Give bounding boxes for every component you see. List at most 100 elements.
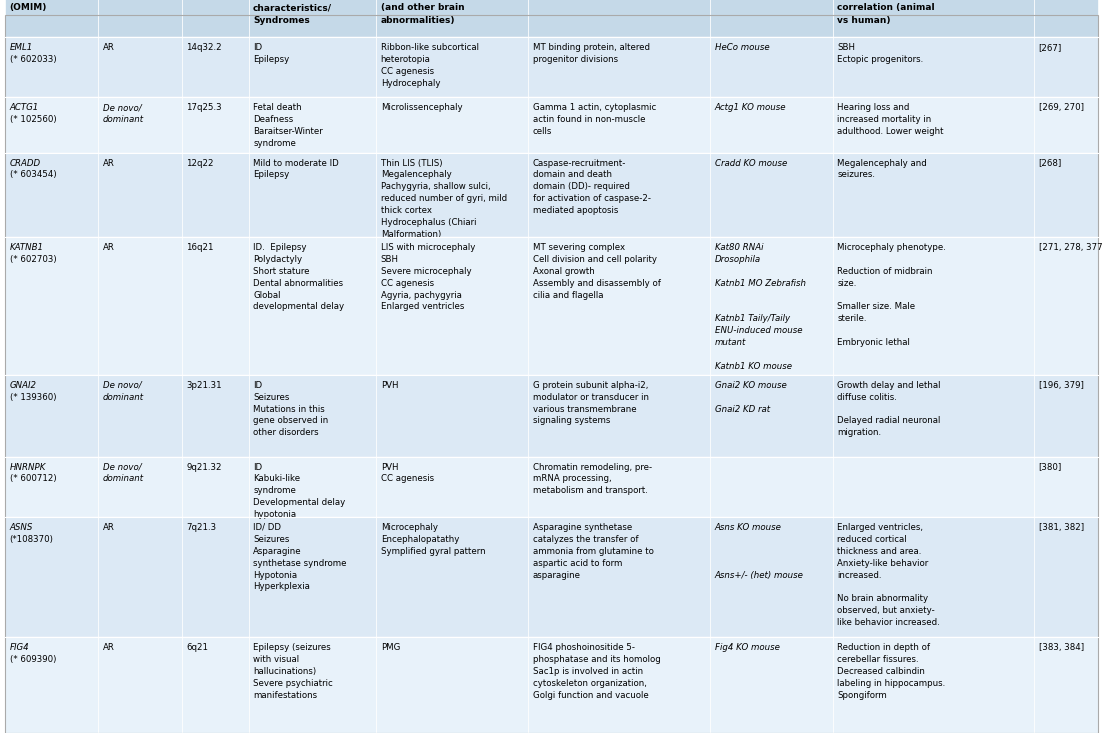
Bar [98,37,182,97]
Bar [182,37,248,97]
Text: Deafness: Deafness [253,115,293,125]
Bar [376,37,528,97]
Text: Kabuki-like: Kabuki-like [253,474,300,484]
Text: (OMIM): (OMIM) [10,4,46,12]
Text: KATNB1: KATNB1 [10,243,43,252]
Text: Epilepsy: Epilepsy [253,171,289,180]
Text: HNRNPK: HNRNPK [10,463,46,471]
Text: Asparagine synthetase: Asparagine synthetase [533,523,632,532]
Text: No brain abnormality: No brain abnormality [837,594,929,603]
Text: AR: AR [103,643,115,652]
Bar [98,97,182,152]
Text: CC agenesis: CC agenesis [381,67,433,75]
Bar [833,152,1035,237]
Text: [268]: [268] [1039,158,1062,168]
Text: Growth delay and lethal: Growth delay and lethal [837,380,941,390]
Text: Gnai2 KD rat: Gnai2 KD rat [715,405,770,413]
Bar [6,637,98,733]
Text: synthetase syndrome: synthetase syndrome [253,559,346,567]
Text: (* 602703): (* 602703) [10,255,56,264]
Text: 6q21: 6q21 [186,643,208,652]
Text: Smaller size. Male: Smaller size. Male [837,303,915,312]
Text: Reduction of midbrain: Reduction of midbrain [837,267,933,276]
Bar [6,237,1097,375]
Text: ID.  Epilepsy: ID. Epilepsy [253,243,307,252]
Text: Decreased calbindin: Decreased calbindin [837,667,925,676]
Text: [196, 379]: [196, 379] [1039,380,1083,390]
Text: various transmembrane: various transmembrane [533,405,636,413]
Bar [376,457,528,517]
Text: correlation (animal: correlation (animal [837,4,935,12]
Text: AR: AR [103,43,115,52]
Text: cytoskeleton organization,: cytoskeleton organization, [533,679,646,688]
Text: 3p21.31: 3p21.31 [186,380,222,390]
Bar [182,517,248,637]
Bar [6,152,1097,237]
Text: FIG4 phoshoinositide 5-: FIG4 phoshoinositide 5- [533,643,635,652]
Bar [98,375,182,457]
Text: 12q22: 12q22 [186,158,214,168]
Text: PVH: PVH [381,463,398,471]
Bar [833,0,1035,37]
Text: Microcephaly phenotype.: Microcephaly phenotype. [837,243,946,252]
Bar [6,457,1097,517]
Text: CC agenesis: CC agenesis [381,474,433,484]
Text: CC agenesis: CC agenesis [381,279,433,287]
Text: De novo/: De novo/ [103,463,141,471]
Bar [833,457,1035,517]
Text: 17q25.3: 17q25.3 [186,103,222,112]
Bar [710,637,833,733]
Text: hypotonia: hypotonia [253,510,297,519]
Text: increased mortality in: increased mortality in [837,115,932,125]
Text: migration.: migration. [837,428,881,438]
Text: Asns KO mouse: Asns KO mouse [715,523,781,532]
Text: Enlarged ventricles: Enlarged ventricles [381,303,464,312]
Text: mutant: mutant [715,338,746,347]
Text: De novo/: De novo/ [103,380,141,390]
Bar [376,237,528,375]
Text: Mutations in this: Mutations in this [253,405,324,413]
Text: Malformation): Malformation) [381,230,441,239]
Text: size.: size. [837,279,857,287]
Text: AR: AR [103,243,115,252]
Bar [528,152,710,237]
Text: cells: cells [533,128,553,136]
Bar [710,37,833,97]
Bar [98,457,182,517]
Bar [528,0,710,37]
Text: Microlissencephaly: Microlissencephaly [381,103,462,112]
Text: Syndromes: Syndromes [253,16,310,25]
Text: thick cortex: thick cortex [381,206,431,215]
Text: Katnb1 MO Zebrafish: Katnb1 MO Zebrafish [715,279,805,287]
Text: increased.: increased. [837,570,882,580]
Text: HeCo mouse: HeCo mouse [715,43,769,52]
Text: [267]: [267] [1039,43,1062,52]
Bar [710,375,833,457]
Bar [98,237,182,375]
Text: FIG4: FIG4 [10,643,29,652]
Text: MT binding protein, altered: MT binding protein, altered [533,43,650,52]
Text: 14q32.2: 14q32.2 [186,43,222,52]
Text: like behavior increased.: like behavior increased. [837,618,940,627]
Text: hallucinations): hallucinations) [253,667,317,676]
Bar [376,517,528,637]
Text: Gamma 1 actin, cytoplasmic: Gamma 1 actin, cytoplasmic [533,103,656,112]
Bar [182,0,248,37]
Bar [98,152,182,237]
Bar [182,237,248,375]
Text: EML1: EML1 [10,43,33,52]
Text: MT severing complex: MT severing complex [533,243,625,252]
Text: Asparagine: Asparagine [253,547,301,556]
Text: AR: AR [103,523,115,532]
Bar [6,0,98,37]
Text: (* 600712): (* 600712) [10,474,56,484]
Text: syndrome: syndrome [253,139,296,148]
Text: cerebellar fissures.: cerebellar fissures. [837,655,919,664]
Text: Chromatin remodeling, pre-: Chromatin remodeling, pre- [533,463,652,471]
Text: (* 603454): (* 603454) [10,171,56,180]
Bar [376,637,528,733]
Bar [182,457,248,517]
Text: Cell division and cell polarity: Cell division and cell polarity [533,255,657,264]
Text: Severe psychiatric: Severe psychiatric [253,679,333,688]
Text: reduced cortical: reduced cortical [837,535,907,544]
